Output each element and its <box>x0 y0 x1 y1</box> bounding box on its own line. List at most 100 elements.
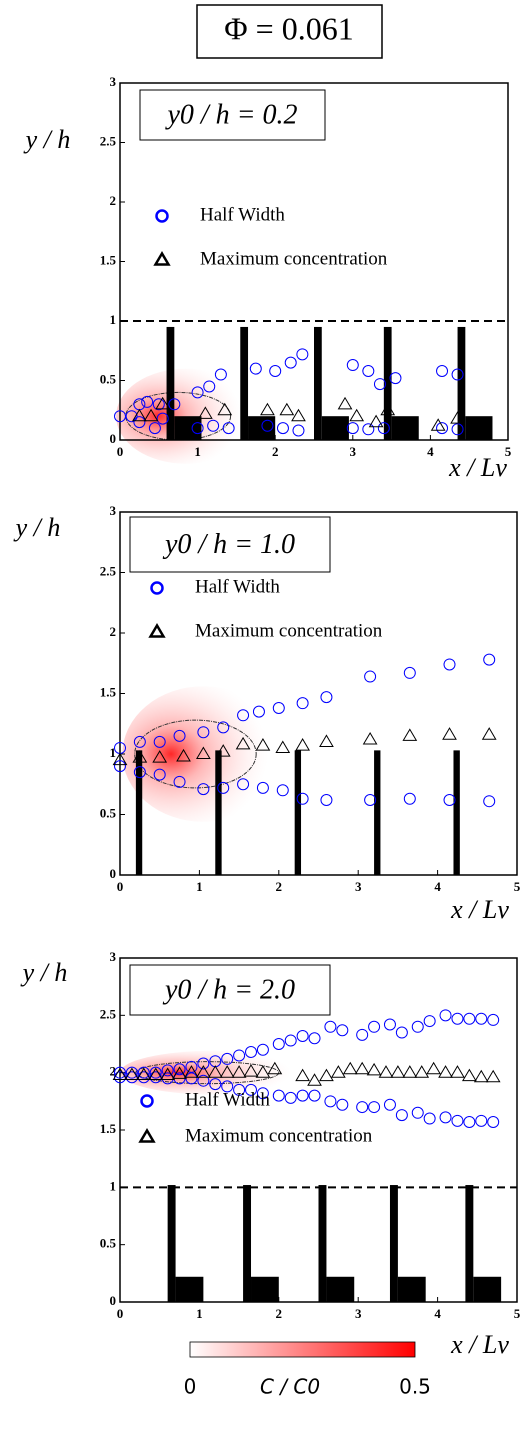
half-width-point <box>141 395 154 408</box>
half-width-point <box>362 364 375 377</box>
max-concentration-point <box>450 1065 465 1078</box>
wall <box>294 750 302 875</box>
half-width-point <box>383 1018 396 1031</box>
block <box>473 1276 502 1302</box>
half-width-point <box>436 422 449 435</box>
max-concentration-point <box>402 1065 418 1078</box>
max-concentration-point <box>366 1062 382 1076</box>
half-width-point <box>368 1020 381 1033</box>
half-width-point <box>483 653 496 666</box>
y-axis-label: y / h <box>13 513 61 542</box>
y-tick-label: 2 <box>110 1064 117 1079</box>
half-width-point <box>423 1015 436 1028</box>
half-width-point <box>383 1098 396 1111</box>
x-tick-label: 5 <box>514 879 521 894</box>
max-concentration-point <box>450 411 465 424</box>
max-concentration-point <box>255 738 271 751</box>
half-width-point <box>217 721 230 734</box>
concentration-field <box>120 1050 311 1095</box>
half-width-point <box>152 398 165 411</box>
half-width-point <box>296 1089 309 1102</box>
max-concentration-point <box>307 1073 322 1086</box>
y-axis-label: y / h <box>23 125 71 154</box>
y-tick-label: 2.5 <box>100 1006 117 1021</box>
half-width-point <box>364 670 377 683</box>
x-tick-label: 3 <box>355 879 362 894</box>
wall <box>318 1185 327 1302</box>
wall <box>135 750 143 875</box>
half-width-point <box>362 423 375 436</box>
half-width-point <box>324 1095 337 1108</box>
half-width-point <box>249 362 262 375</box>
block <box>251 1276 279 1302</box>
half-width-point <box>125 410 138 423</box>
max-concentration-point <box>255 1065 271 1078</box>
wall <box>453 750 460 875</box>
max-concentration-point <box>461 1068 477 1082</box>
x-tick-label: 0 <box>117 879 124 894</box>
annotation-box <box>139 89 326 141</box>
max-concentration-point <box>235 736 251 750</box>
y-tick-label: 1.5 <box>100 252 117 267</box>
y-tick-label: 1 <box>110 312 117 327</box>
half-width-point <box>114 410 126 423</box>
half-width-point <box>487 1115 500 1128</box>
max-concentration-point <box>414 1065 430 1078</box>
max-concentration-point <box>207 1065 223 1078</box>
half-width-point <box>463 1012 476 1025</box>
y-tick-label: 0 <box>110 1293 117 1308</box>
half-width-point <box>389 372 402 385</box>
max-concentration-point <box>354 1061 370 1075</box>
colorbar-label: C / C0 <box>260 1375 320 1399</box>
half-width-point <box>336 1098 349 1111</box>
annotation: y0 / h = 1.0 <box>162 529 295 560</box>
half-width-point <box>411 1020 424 1033</box>
wall <box>215 750 222 875</box>
half-width-point <box>272 1089 285 1102</box>
half-width-point <box>173 775 186 788</box>
half-width-point <box>237 709 250 722</box>
half-width-point <box>207 419 220 432</box>
x-tick-label: 3 <box>355 1306 362 1321</box>
legend-marker <box>140 1094 154 1108</box>
block <box>248 416 276 440</box>
half-width-point <box>197 783 210 796</box>
block <box>326 1276 355 1302</box>
block <box>397 1276 426 1302</box>
half-width-point <box>148 422 161 435</box>
x-tick-label: 3 <box>350 444 357 459</box>
max-concentration-point <box>279 402 295 416</box>
x-tick-label: 0 <box>117 444 124 459</box>
half-width-point <box>451 1012 464 1025</box>
max-concentration-point <box>295 1068 310 1082</box>
block <box>465 416 493 440</box>
legend-label: Half Width <box>200 204 285 225</box>
half-width-point <box>276 422 289 435</box>
y-tick-label: 2.5 <box>100 563 117 578</box>
figure-title: Φ = 0.061 <box>224 10 353 46</box>
max-concentration-point <box>473 1069 489 1083</box>
annotation-box <box>129 516 331 573</box>
half-width-point <box>197 1057 210 1070</box>
half-width-point <box>439 1009 452 1022</box>
block <box>321 416 349 440</box>
max-concentration-point <box>143 408 159 422</box>
half-width-point <box>475 1114 488 1127</box>
max-concentration-point <box>132 408 147 422</box>
half-width-point <box>284 1091 297 1104</box>
half-width-point <box>133 416 146 429</box>
y-tick-label: 3 <box>110 74 117 89</box>
colorbar-tick-label: 0 <box>184 1375 197 1399</box>
x-axis-label: x / Lv <box>450 1330 509 1359</box>
half-width-point <box>256 781 269 794</box>
half-width-point <box>209 1078 222 1091</box>
half-width-point <box>308 1089 321 1102</box>
wall <box>457 326 466 440</box>
max-concentration-point <box>184 1065 199 1078</box>
max-concentration-point <box>295 738 310 751</box>
half-width-point <box>296 1029 309 1042</box>
half-width-point <box>483 795 496 808</box>
half-width-point <box>272 702 285 715</box>
legend-marker <box>148 623 166 638</box>
